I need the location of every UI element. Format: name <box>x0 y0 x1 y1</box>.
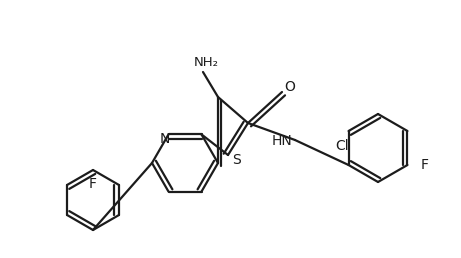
Text: HN: HN <box>271 134 292 148</box>
Text: F: F <box>420 158 428 172</box>
Text: O: O <box>284 80 296 94</box>
Text: NH₂: NH₂ <box>194 55 219 69</box>
Text: N: N <box>160 132 170 147</box>
Text: F: F <box>89 177 97 191</box>
Text: Cl: Cl <box>336 139 349 153</box>
Text: S: S <box>231 153 240 167</box>
